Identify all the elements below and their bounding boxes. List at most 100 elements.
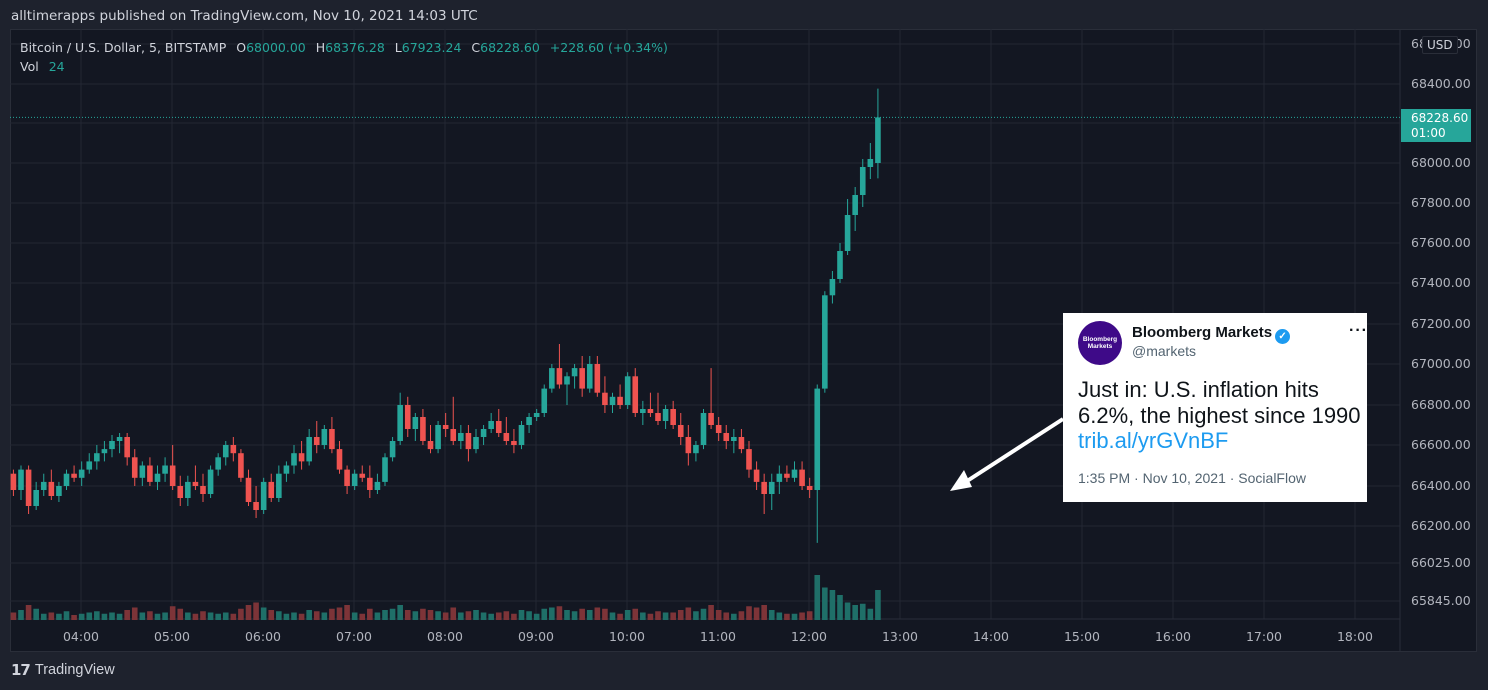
candle-body [397, 405, 403, 441]
candle-body [253, 502, 259, 510]
candle-body [192, 481, 199, 486]
volume-bar [420, 608, 426, 620]
price-tick-label: 66800.00 [1411, 397, 1471, 412]
symbol-label[interactable]: Bitcoin / U.S. Dollar, 5, BITSTAMP [20, 40, 227, 55]
legend-ohlc-row: Bitcoin / U.S. Dollar, 5, BITSTAMP O6800… [20, 38, 668, 57]
volume-bar [776, 612, 783, 620]
volume-bar [731, 613, 737, 620]
volume-bar [245, 605, 252, 620]
close-label: C [471, 40, 481, 55]
price-tick-label: 66200.00 [1411, 518, 1471, 533]
candle-body [222, 445, 229, 458]
candle-body [624, 376, 631, 405]
time-tick-label: 04:00 [63, 629, 99, 644]
volume-bar [670, 612, 676, 620]
brand-name: TradingView [34, 662, 115, 678]
candle-body [867, 159, 874, 167]
time-tick-label: 06:00 [245, 629, 281, 644]
candle-body [640, 409, 646, 413]
volume-bar [465, 611, 472, 620]
tweet-card: Bloomberg Markets Bloomberg Markets ✓ @ma… [1063, 313, 1367, 502]
avatar[interactable]: Bloomberg Markets [1078, 321, 1122, 365]
candle-body [374, 481, 381, 490]
chart-canvas[interactable]: 68600.0068400.0068200.0068000.0067800.00… [10, 29, 1477, 652]
volume-bar [207, 612, 214, 620]
candle-body [283, 465, 290, 474]
volume-bar [617, 613, 623, 620]
volume-bar [859, 603, 866, 620]
candle-body [829, 279, 836, 296]
candle-body [503, 433, 510, 441]
volume-bar [40, 613, 47, 620]
candle-body [351, 473, 358, 486]
volume-bar [18, 610, 24, 620]
candle-body [10, 473, 17, 490]
tradingview-brand[interactable]: 𝟭𝟳 TradingView [11, 661, 115, 679]
volume-bar [260, 607, 267, 620]
candle-body [420, 417, 426, 441]
chart-legend: Bitcoin / U.S. Dollar, 5, BITSTAMP O6800… [20, 38, 668, 76]
candle-body [382, 457, 388, 482]
volume-bar [116, 613, 123, 620]
candle-body [435, 425, 441, 450]
volume-bar [313, 611, 320, 620]
tweet-author-name[interactable]: Bloomberg Markets [1132, 324, 1273, 341]
volume-bar [715, 610, 722, 620]
tweet-handle[interactable]: @markets [1132, 343, 1196, 359]
volume-bar [480, 612, 487, 620]
volume-bar [412, 611, 419, 620]
volume-bar [852, 605, 858, 620]
volume-bar [139, 612, 146, 620]
candle-body [40, 481, 47, 490]
volume-bar [336, 607, 343, 620]
candle-body [632, 376, 639, 413]
volume-bar [435, 611, 441, 620]
candle-body [427, 441, 434, 450]
candle-body [768, 481, 775, 494]
candle-body [746, 449, 752, 470]
more-dots-icon[interactable]: ··· [1349, 322, 1368, 339]
volume-bar [154, 613, 161, 620]
candle-body [124, 437, 130, 458]
volume-bar [344, 605, 350, 620]
volume-bar [397, 605, 403, 620]
time-tick-label: 17:00 [1246, 629, 1282, 644]
price-tick-label: 66400.00 [1411, 478, 1471, 493]
volume-bar [677, 610, 684, 620]
price-tick-label: 67400.00 [1411, 275, 1471, 290]
high-label: H [315, 40, 326, 55]
volume-label[interactable]: Vol [20, 59, 39, 74]
volume-bar [351, 612, 358, 620]
candle-body [101, 449, 108, 454]
candle-body [306, 437, 312, 462]
candle-body [708, 413, 714, 425]
volume-bar [268, 610, 275, 620]
candle-body [268, 481, 275, 498]
time-tick-label: 16:00 [1155, 629, 1191, 644]
candle-body [715, 425, 722, 433]
volume-bar [222, 612, 229, 620]
candle-body [852, 195, 858, 215]
currency-badge[interactable]: USD [1422, 36, 1458, 54]
volume-value: 24 [48, 59, 65, 74]
volume-bar [63, 611, 70, 620]
time-tick-label: 13:00 [882, 629, 918, 644]
volume-bar [33, 608, 39, 620]
volume-bar [48, 612, 55, 620]
volume-bar [382, 610, 388, 620]
tweet-author-row: Bloomberg Markets ✓ [1132, 324, 1291, 344]
candle-body [154, 473, 161, 482]
time-tick-label: 09:00 [518, 629, 554, 644]
volume-bar [738, 611, 745, 620]
candle-body [313, 437, 320, 445]
volume-bar [238, 608, 244, 620]
tweet-link[interactable]: trib.al/yrGVnBF [1078, 428, 1229, 453]
volume-bar [101, 613, 108, 620]
candle-body [571, 368, 578, 377]
time-tick-label: 05:00 [154, 629, 190, 644]
low-value: 67923.24 [401, 40, 462, 55]
candle-body [78, 469, 85, 478]
volume-bar [389, 608, 396, 620]
candle-body [806, 486, 813, 490]
candle-body [329, 429, 335, 450]
